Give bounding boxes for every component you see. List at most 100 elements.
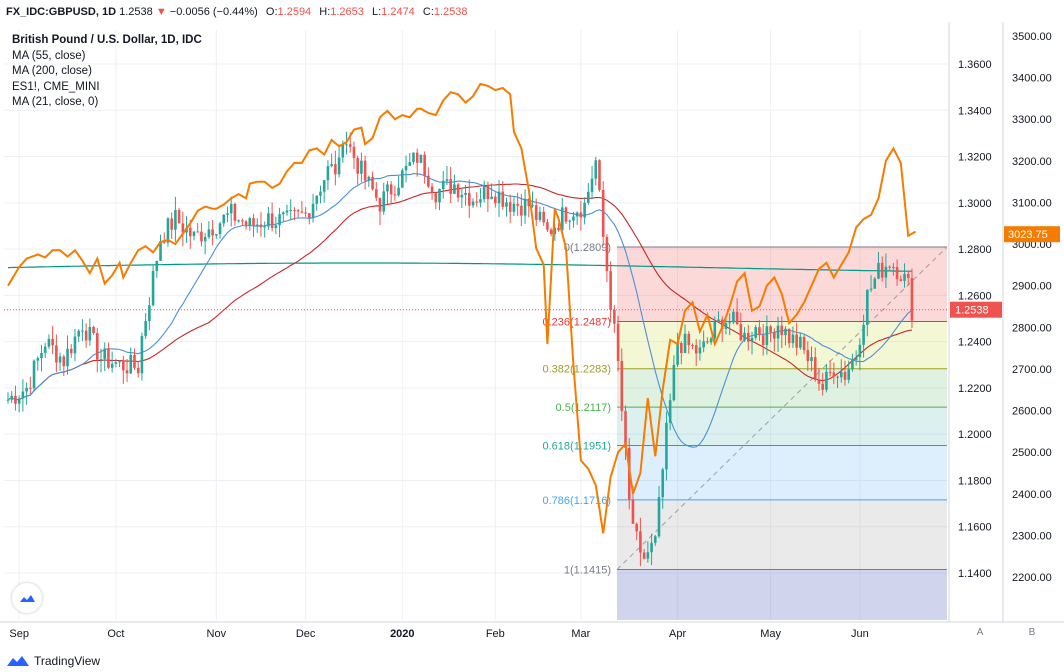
price-badge-bg: [950, 301, 1002, 318]
candle-body: [665, 422, 668, 470]
candle-body: [866, 289, 869, 325]
es-tick-label: 2800.00: [1012, 322, 1052, 334]
candle-body: [69, 348, 73, 354]
candle-body: [107, 348, 110, 368]
candle-body: [114, 362, 118, 364]
candle-body: [724, 323, 728, 329]
candle-body: [572, 216, 575, 221]
candle-body: [527, 198, 531, 207]
candle-body: [322, 180, 326, 192]
candle-body: [304, 212, 307, 214]
candle-body: [51, 338, 54, 346]
price-change: −0.0056 (−0.44%): [169, 6, 258, 18]
ma200-line: [7, 183, 913, 401]
candle-body: [281, 212, 285, 215]
candle-body: [110, 363, 114, 368]
tradingview-logo[interactable]: TradingView: [6, 654, 100, 668]
candle-body: [467, 192, 471, 206]
candle-body: [125, 370, 129, 374]
candle-body: [244, 221, 248, 226]
candle-body: [613, 309, 616, 324]
candle-body: [646, 552, 650, 559]
candle-body: [851, 359, 854, 370]
candle-body: [739, 324, 743, 341]
candle-body: [192, 231, 196, 237]
last-price: 1.2538: [119, 6, 153, 18]
es-tick-label: 3300.00: [1012, 114, 1052, 126]
price-chart[interactable]: 0(1.2809) 0.236(1.2487) 0.382(1.2283) 0.5(1…: [0, 22, 1064, 646]
ma21-line: [7, 262, 912, 272]
candle-body: [575, 212, 579, 217]
legend-ma21[interactable]: MA (21, close, 0): [12, 96, 99, 108]
fib-zone: [617, 499, 947, 570]
es-tick-label: 2500.00: [1012, 447, 1052, 459]
tradingview-icon: [7, 656, 29, 666]
secondary-axis-button[interactable]: B: [1028, 627, 1036, 638]
candle-body: [218, 223, 222, 235]
candle-body: [229, 203, 233, 214]
candle-body: [133, 354, 136, 368]
candle-body: [267, 213, 270, 227]
low-label: L:: [371, 6, 382, 18]
candle-body: [631, 499, 635, 524]
fib-zone: [617, 407, 947, 446]
candle-body: [906, 273, 910, 278]
price-badge-label: 1.2538: [955, 305, 989, 317]
candle-body: [799, 336, 802, 348]
candle-body: [542, 211, 545, 223]
candle-body: [430, 186, 434, 194]
candle-body: [293, 210, 296, 212]
scroll-to-realtime-button[interactable]: [12, 583, 42, 613]
time-tick-label: Nov: [207, 628, 227, 640]
candle-body: [676, 343, 679, 365]
es-badge-bg: [1004, 226, 1060, 243]
candle-body: [196, 231, 200, 233]
candle-body: [616, 323, 620, 362]
candle-body: [274, 225, 278, 228]
candle-body: [241, 220, 244, 222]
candle-body: [854, 357, 858, 360]
candle-body: [494, 196, 497, 204]
price-tick-label: 1.1600: [958, 522, 992, 534]
auto-scale-button[interactable]: A: [976, 627, 984, 638]
candle-body: [769, 326, 772, 333]
candle-body: [639, 531, 642, 553]
candle-body: [512, 203, 516, 212]
candle-body: [839, 372, 843, 378]
candle-body: [802, 336, 806, 351]
candle-body: [315, 195, 319, 204]
candle-body: [780, 325, 784, 336]
candle-body: [813, 357, 817, 380]
candle-body: [21, 391, 25, 399]
candle-body: [568, 220, 572, 222]
fib-zone-extension: [617, 569, 947, 620]
candle-body: [668, 400, 672, 423]
time-tick-label: Apr: [669, 628, 686, 640]
candle-body: [404, 165, 408, 171]
candle-body: [531, 205, 534, 207]
candle-body: [709, 338, 713, 343]
fib-level-label: 0.786(1.1716): [543, 495, 612, 507]
candle-body: [728, 322, 731, 324]
legend-ma200[interactable]: MA (200, close): [12, 65, 92, 77]
es-tick-label: 2700.00: [1012, 364, 1052, 376]
candle-body: [255, 224, 259, 226]
candle-body: [888, 266, 891, 268]
es-line: [7, 82, 917, 534]
candle-body: [761, 335, 765, 345]
candle-body: [624, 411, 627, 448]
es-tick-label: 2200.00: [1012, 572, 1052, 584]
candle-body: [166, 218, 170, 243]
candle-body: [464, 192, 467, 195]
legend-ma55[interactable]: MA (55, close): [12, 49, 86, 62]
candle-body: [698, 347, 702, 354]
candle-body: [330, 164, 333, 167]
candle-body: [605, 236, 609, 272]
chart-legend: British Pound / U.S. Dollar, 1D, IDC MA …: [12, 33, 202, 111]
candle-body: [791, 334, 795, 344]
candle-body: [259, 224, 263, 228]
legend-es[interactable]: ES1!, CME_MINI: [12, 80, 100, 93]
candle-body: [903, 273, 906, 281]
candle-body: [754, 327, 758, 338]
candle-body: [460, 194, 464, 198]
